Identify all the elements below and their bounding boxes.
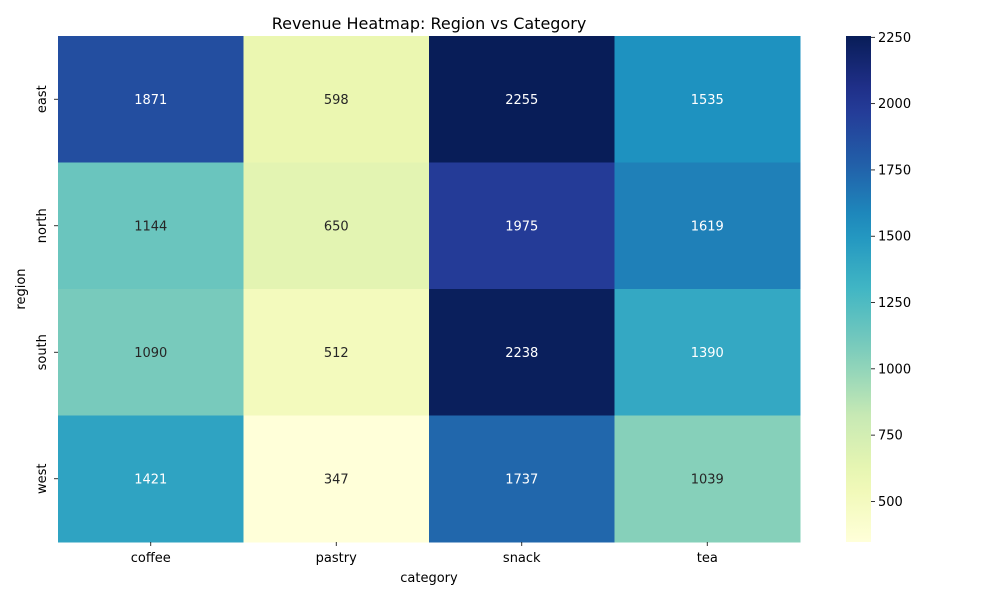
cell-value-label: 650: [324, 219, 349, 234]
heatmap-cell: [58, 162, 244, 290]
heatmap-cell: [429, 162, 615, 290]
heatmap-cell: [58, 415, 244, 543]
x-tick-label: coffee: [131, 551, 171, 566]
colorbar-tick-label: 750: [878, 429, 903, 444]
heatmap-cell: [614, 415, 801, 543]
y-tick-label: north: [35, 208, 50, 243]
heatmap-cell: [243, 36, 430, 163]
cell-value-label: 1535: [691, 93, 724, 108]
cell-value-label: 1619: [691, 219, 724, 234]
colorbar-tick-label: 2000: [878, 97, 911, 112]
cell-value-label: 1144: [134, 219, 167, 234]
cell-value-label: 1975: [505, 219, 538, 234]
heatmap-cell: [58, 289, 244, 416]
cell-value-label: 1090: [134, 346, 167, 361]
colorbar-gradient: [846, 36, 871, 542]
x-axis-label: category: [400, 571, 458, 586]
y-axis-label: region: [14, 268, 29, 309]
y-axis-ticks: east north south west: [35, 85, 58, 494]
cell-value-label: 2238: [505, 346, 538, 361]
colorbar-tick-label: 2250: [878, 31, 911, 46]
x-tick-label: snack: [503, 551, 541, 566]
cell-value-label: 1871: [134, 93, 167, 108]
colorbar-tick-label: 1500: [878, 230, 911, 245]
colorbar-tick-label: 1250: [878, 296, 911, 311]
cell-value-label: 1421: [134, 472, 167, 487]
cell-value-label: 1039: [691, 472, 724, 487]
heatmap-cell: [614, 289, 801, 416]
colorbar-tick-label: 1750: [878, 163, 911, 178]
heatmap-cell: [429, 36, 615, 163]
cell-value-label: 598: [324, 93, 349, 108]
colorbar: 500 750 1000 1250 1500 1750 2000 2250: [846, 31, 911, 542]
colorbar-tick-label: 500: [878, 495, 903, 510]
cell-value-label: 1390: [691, 346, 724, 361]
heatmap-cell: [614, 36, 801, 163]
heatmap-cell: [243, 162, 430, 290]
heatmap-cell: [58, 36, 244, 163]
heatmap-cells: 1871 598 2255 1535 1144 650 1975 1619 1090 512 223…: [58, 36, 801, 543]
x-tick-label: pastry: [316, 551, 357, 566]
heatmap-cell: [429, 415, 615, 543]
heatmap-cell: [429, 289, 615, 416]
cell-value-label: 347: [324, 472, 349, 487]
heatmap-cell: [243, 289, 430, 416]
x-axis-ticks: coffee pastry snack tea: [131, 542, 718, 566]
y-tick-label: south: [35, 334, 50, 370]
cell-value-label: 512: [324, 346, 349, 361]
x-tick-label: tea: [697, 551, 718, 566]
cell-value-label: 2255: [505, 93, 538, 108]
y-tick-label: west: [35, 463, 50, 494]
chart-title: Revenue Heatmap: Region vs Category: [272, 14, 587, 33]
heatmap-cell: [243, 415, 430, 543]
colorbar-tick-label: 1000: [878, 362, 911, 377]
cell-value-label: 1737: [505, 472, 538, 487]
heatmap-cell: [614, 162, 801, 290]
y-tick-label: east: [35, 85, 50, 113]
